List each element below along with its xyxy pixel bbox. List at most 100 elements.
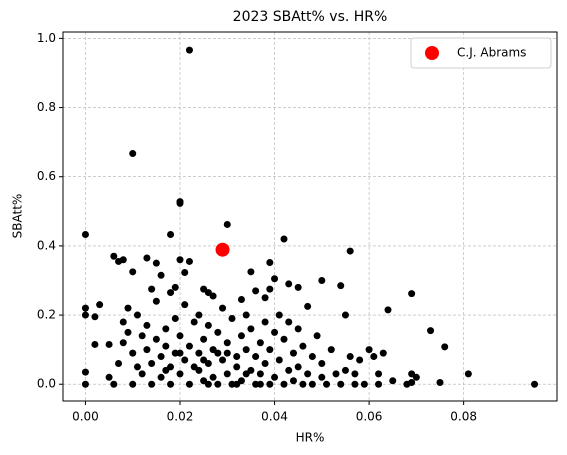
legend-label: C.J. Abrams <box>457 46 526 60</box>
scatter-point <box>375 370 383 378</box>
scatter-point <box>294 283 302 291</box>
scatter-point <box>176 349 184 357</box>
scatter-point <box>185 46 193 54</box>
scatter-point <box>261 294 269 302</box>
scatter-point <box>252 353 260 361</box>
scatter-point <box>247 268 255 276</box>
x-tick-label: 0.02 <box>167 410 194 424</box>
scatter-point <box>167 289 175 297</box>
scatter-point <box>365 346 373 354</box>
scatter-point <box>176 332 184 340</box>
scatter-point <box>162 366 170 374</box>
scatter-point <box>124 328 132 336</box>
scatter-point <box>91 313 99 321</box>
scatter-point <box>133 311 141 319</box>
scatter-point <box>256 380 264 388</box>
scatter-point <box>105 340 113 348</box>
scatter-point <box>427 327 435 335</box>
scatter-point <box>237 295 245 303</box>
scatter-point <box>280 380 288 388</box>
scatter-point <box>138 332 146 340</box>
scatter-point <box>356 356 364 364</box>
scatter-point <box>91 340 99 348</box>
scatter-point <box>436 378 444 386</box>
scatter-point <box>271 275 279 283</box>
scatter-point <box>176 199 184 207</box>
scatter-point <box>280 235 288 243</box>
scatter-point <box>332 370 340 378</box>
scatter-point <box>252 287 260 295</box>
scatter-point <box>185 380 193 388</box>
scatter-point <box>223 370 231 378</box>
scatter-point <box>242 370 250 378</box>
scatter-point <box>209 373 217 381</box>
scatter-point <box>242 346 250 354</box>
scatter-point <box>318 373 326 381</box>
scatter-point <box>138 370 146 378</box>
scatter-point <box>148 285 156 293</box>
scatter-point <box>181 301 189 309</box>
scatter-point <box>261 359 269 367</box>
x-tick-label: 0.04 <box>261 410 288 424</box>
y-tick-label: 0.0 <box>37 377 56 391</box>
scatter-point <box>266 258 274 266</box>
scatter-point <box>289 377 297 385</box>
scatter-point <box>209 292 217 300</box>
scatter-point <box>181 269 189 277</box>
scatter-point <box>115 359 123 367</box>
scatter-point <box>129 349 137 357</box>
scatter-point <box>195 366 203 374</box>
scatter-point <box>81 380 89 388</box>
scatter-point <box>119 339 127 347</box>
scatter-point <box>233 353 241 361</box>
scatter-point <box>346 247 354 255</box>
scatter-point <box>242 311 250 319</box>
scatter-point <box>280 335 288 343</box>
scatter-point <box>337 282 345 290</box>
scatter-point <box>185 257 193 265</box>
x-tick-label: 0.08 <box>450 410 477 424</box>
scatter-point <box>237 332 245 340</box>
scatter-point <box>215 242 230 257</box>
scatter-point <box>167 380 175 388</box>
scatter-point <box>389 377 397 385</box>
scatter-point <box>176 256 184 264</box>
y-tick-label: 0.8 <box>37 100 56 114</box>
scatter-point <box>247 325 255 333</box>
scatter-point <box>266 380 274 388</box>
scatter-point <box>313 332 321 340</box>
scatter-point <box>223 339 231 347</box>
scatter-point <box>441 343 449 351</box>
scatter-point <box>327 346 335 354</box>
scatter-point <box>214 380 222 388</box>
scatter-point <box>223 220 231 228</box>
scatter-point <box>162 325 170 333</box>
scatter-point <box>294 363 302 371</box>
scatter-point <box>323 380 331 388</box>
scatter-point <box>308 380 316 388</box>
chart-title: 2023 SBAtt% vs. HR% <box>233 9 388 25</box>
scatter-point <box>337 380 345 388</box>
scatter-point <box>195 349 203 357</box>
scatter-point <box>271 373 279 381</box>
scatter-point <box>379 349 387 357</box>
scatter-point <box>133 363 141 371</box>
scatter-point <box>115 257 123 265</box>
legend-marker <box>425 46 439 60</box>
scatter-point <box>384 306 392 314</box>
scatter-point <box>256 370 264 378</box>
scatter-point <box>110 252 118 260</box>
scatter-point <box>408 370 416 378</box>
scatter-point <box>81 368 89 376</box>
scatter-point <box>129 380 137 388</box>
scatter-point <box>162 342 170 350</box>
y-tick-label: 0.4 <box>37 238 56 252</box>
scatter-point <box>375 380 383 388</box>
scatter-point <box>299 342 307 350</box>
scatter-point <box>152 297 160 305</box>
scatter-point <box>167 230 175 238</box>
y-tick-label: 0.6 <box>37 169 56 183</box>
scatter-point <box>304 302 312 310</box>
scatter-point <box>351 380 359 388</box>
scatter-point <box>81 230 89 238</box>
